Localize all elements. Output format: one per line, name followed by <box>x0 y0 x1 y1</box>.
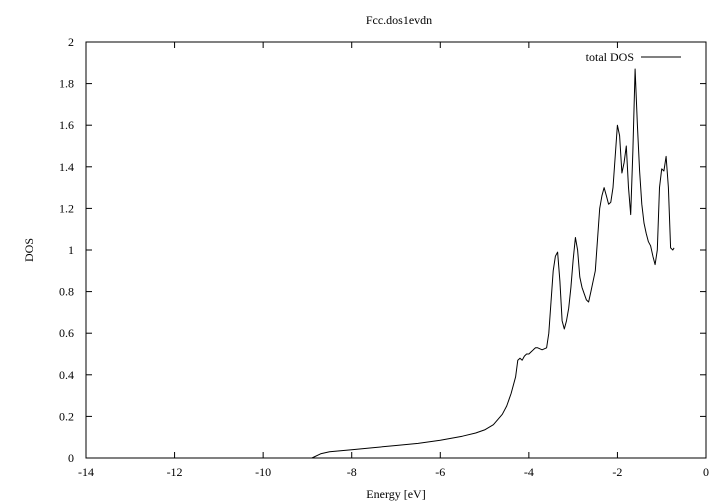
x-tick-label: -10 <box>255 465 271 479</box>
y-tick-label: 0.8 <box>59 285 74 299</box>
y-tick-labels: 0 0.2 0.4 0.6 0.8 1 1.2 1.4 1.6 1.8 2 <box>59 35 74 465</box>
y-tick-label: 2 <box>68 35 74 49</box>
axis-ticks <box>85 41 707 459</box>
y-tick-label: 0.2 <box>59 409 74 423</box>
y-tick-label: 0 <box>68 451 74 465</box>
series-line-total-dos <box>311 68 675 459</box>
x-tick-label: -8 <box>347 465 357 479</box>
y-tick-label: 1.6 <box>59 118 74 132</box>
y-tick-label: 1.4 <box>59 160 74 174</box>
x-tick-label: -4 <box>524 465 534 479</box>
y-tick-label: 1 <box>68 243 74 257</box>
y-tick-label: 0.6 <box>59 326 74 340</box>
y-axis-title: DOS <box>22 238 36 262</box>
x-axis-title: Energy [eV] <box>366 487 425 501</box>
y-tick-label: 1.8 <box>59 77 74 91</box>
x-tick-label: -2 <box>612 465 622 479</box>
chart-title: Fcc.dos1evdn <box>366 13 432 27</box>
y-tick-label: 1.2 <box>59 201 74 215</box>
y-tick-label: 0.4 <box>59 368 74 382</box>
x-tick-label: -6 <box>435 465 445 479</box>
x-tick-label: -12 <box>167 465 183 479</box>
legend-label: total DOS <box>586 50 634 64</box>
x-tick-labels: -14 -12 -10 -8 -6 -4 -2 0 <box>78 465 709 479</box>
series-layer <box>311 68 675 459</box>
legend: total DOS <box>586 50 681 64</box>
plot-frame <box>85 41 707 459</box>
x-tick-label: 0 <box>703 465 709 479</box>
x-tick-label: -14 <box>78 465 94 479</box>
